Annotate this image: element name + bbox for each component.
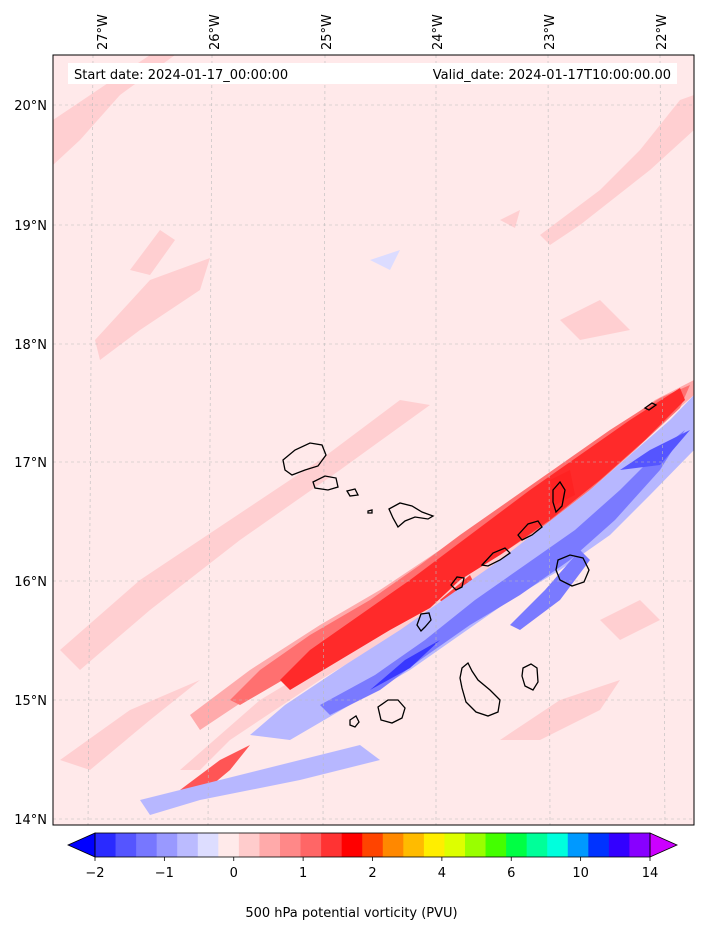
colorbar-label: 500 hPa potential vorticity (PVU) [245, 906, 458, 921]
island-brava [349, 715, 360, 728]
colorbar-cell [259, 833, 281, 857]
colorbar-cell [136, 833, 158, 857]
red-contour-5 [643, 402, 658, 411]
lon-label: 22°W [655, 14, 670, 50]
colorbar-cell [403, 833, 425, 857]
island-sao-vicente [312, 475, 339, 491]
colorbar-cell [526, 833, 548, 857]
island-maio [521, 663, 539, 691]
valid-date-label: Valid_date: 2024-01-17T10:00:00.00 [433, 68, 671, 83]
colorbar-cell [362, 833, 384, 857]
map-frame [52, 54, 695, 826]
red-contour-2 [450, 576, 465, 591]
negative-band [140, 250, 694, 815]
colorbar-cell [423, 833, 445, 857]
island-santa-luzia [345, 488, 359, 497]
header-box [68, 63, 677, 84]
lon-label: 23°W [543, 14, 558, 50]
colorbar-cell [629, 833, 651, 857]
red-contour-4 [517, 520, 543, 541]
coastlines [282, 402, 658, 728]
colorbar-tick-label: 14 [642, 866, 659, 881]
graticule [53, 54, 694, 826]
lat-labels: 20°N 19°N 18°N 17°N 16°N 15°N 14°N [14, 99, 47, 828]
colorbar-tick-label: 2 [368, 866, 376, 881]
lon-label: 27°W [96, 14, 111, 50]
colorbar-cell [300, 833, 322, 857]
red-contour-1 [416, 612, 432, 633]
colorbar-tick-label: 1 [299, 866, 307, 881]
colorbar-cell [547, 833, 569, 857]
colorbar-cell [588, 833, 610, 857]
lat-label: 14°N [14, 813, 47, 828]
colorbar-tick-label: 4 [438, 866, 446, 881]
colorbar-cell [465, 833, 487, 857]
start-date-label: Start date: 2024-01-17_00:00:00 [74, 68, 288, 83]
colorbar-cell [280, 833, 302, 857]
colorbar-cell [382, 833, 404, 857]
colorbar-tick-label: 6 [507, 866, 515, 881]
lon-labels: 27°W 26°W 25°W 24°W 23°W 22°W [96, 14, 670, 50]
colorbar-tick-label: 0 [230, 866, 238, 881]
lat-label: 15°N [14, 694, 47, 709]
colorbar-cell [156, 833, 178, 857]
lat-label: 16°N [14, 575, 47, 590]
lon-label: 24°W [431, 14, 446, 50]
colorbar-tick-label: −2 [85, 866, 104, 881]
colorbar-tick-label: −1 [155, 866, 174, 881]
colorbar-cell [608, 833, 630, 857]
strong-positive-band [180, 380, 694, 795]
island-ilheu [367, 509, 373, 514]
island-boa-vista [555, 554, 590, 587]
colorbar-tick-label: 10 [572, 866, 589, 881]
island-santo-antao [282, 442, 327, 476]
vorticity-field [53, 55, 694, 825]
colorbar-cell [506, 833, 528, 857]
island-santiago [459, 661, 501, 717]
colorbar-cell [218, 833, 240, 857]
lat-label: 19°N [14, 219, 47, 234]
colorbar-cell [341, 833, 363, 857]
colorbar-cell [177, 833, 199, 857]
red-contour-3 [480, 547, 512, 567]
lat-label: 18°N [14, 338, 47, 353]
colorbar-cell [444, 833, 466, 857]
colorbar-cell [95, 833, 117, 857]
colorbar-cell [485, 833, 507, 857]
lon-label: 26°W [208, 14, 223, 50]
colorbar-cell [321, 833, 343, 857]
colorbar-min-extension [68, 833, 95, 857]
island-sao-nicolau [388, 502, 435, 529]
lat-label: 20°N [14, 99, 47, 114]
colorbar-cell [197, 833, 219, 857]
colorbar-cell [238, 833, 260, 857]
colorbar-cell [567, 833, 589, 857]
colorbar-max-extension [650, 833, 677, 857]
lon-label: 25°W [320, 14, 335, 50]
lat-label: 17°N [14, 456, 47, 471]
island-sal [552, 480, 566, 514]
colorbar-cell [115, 833, 137, 857]
island-fogo [377, 699, 406, 724]
colorbar: −2 −1 0 1 2 4 6 10 14 [67, 832, 678, 881]
